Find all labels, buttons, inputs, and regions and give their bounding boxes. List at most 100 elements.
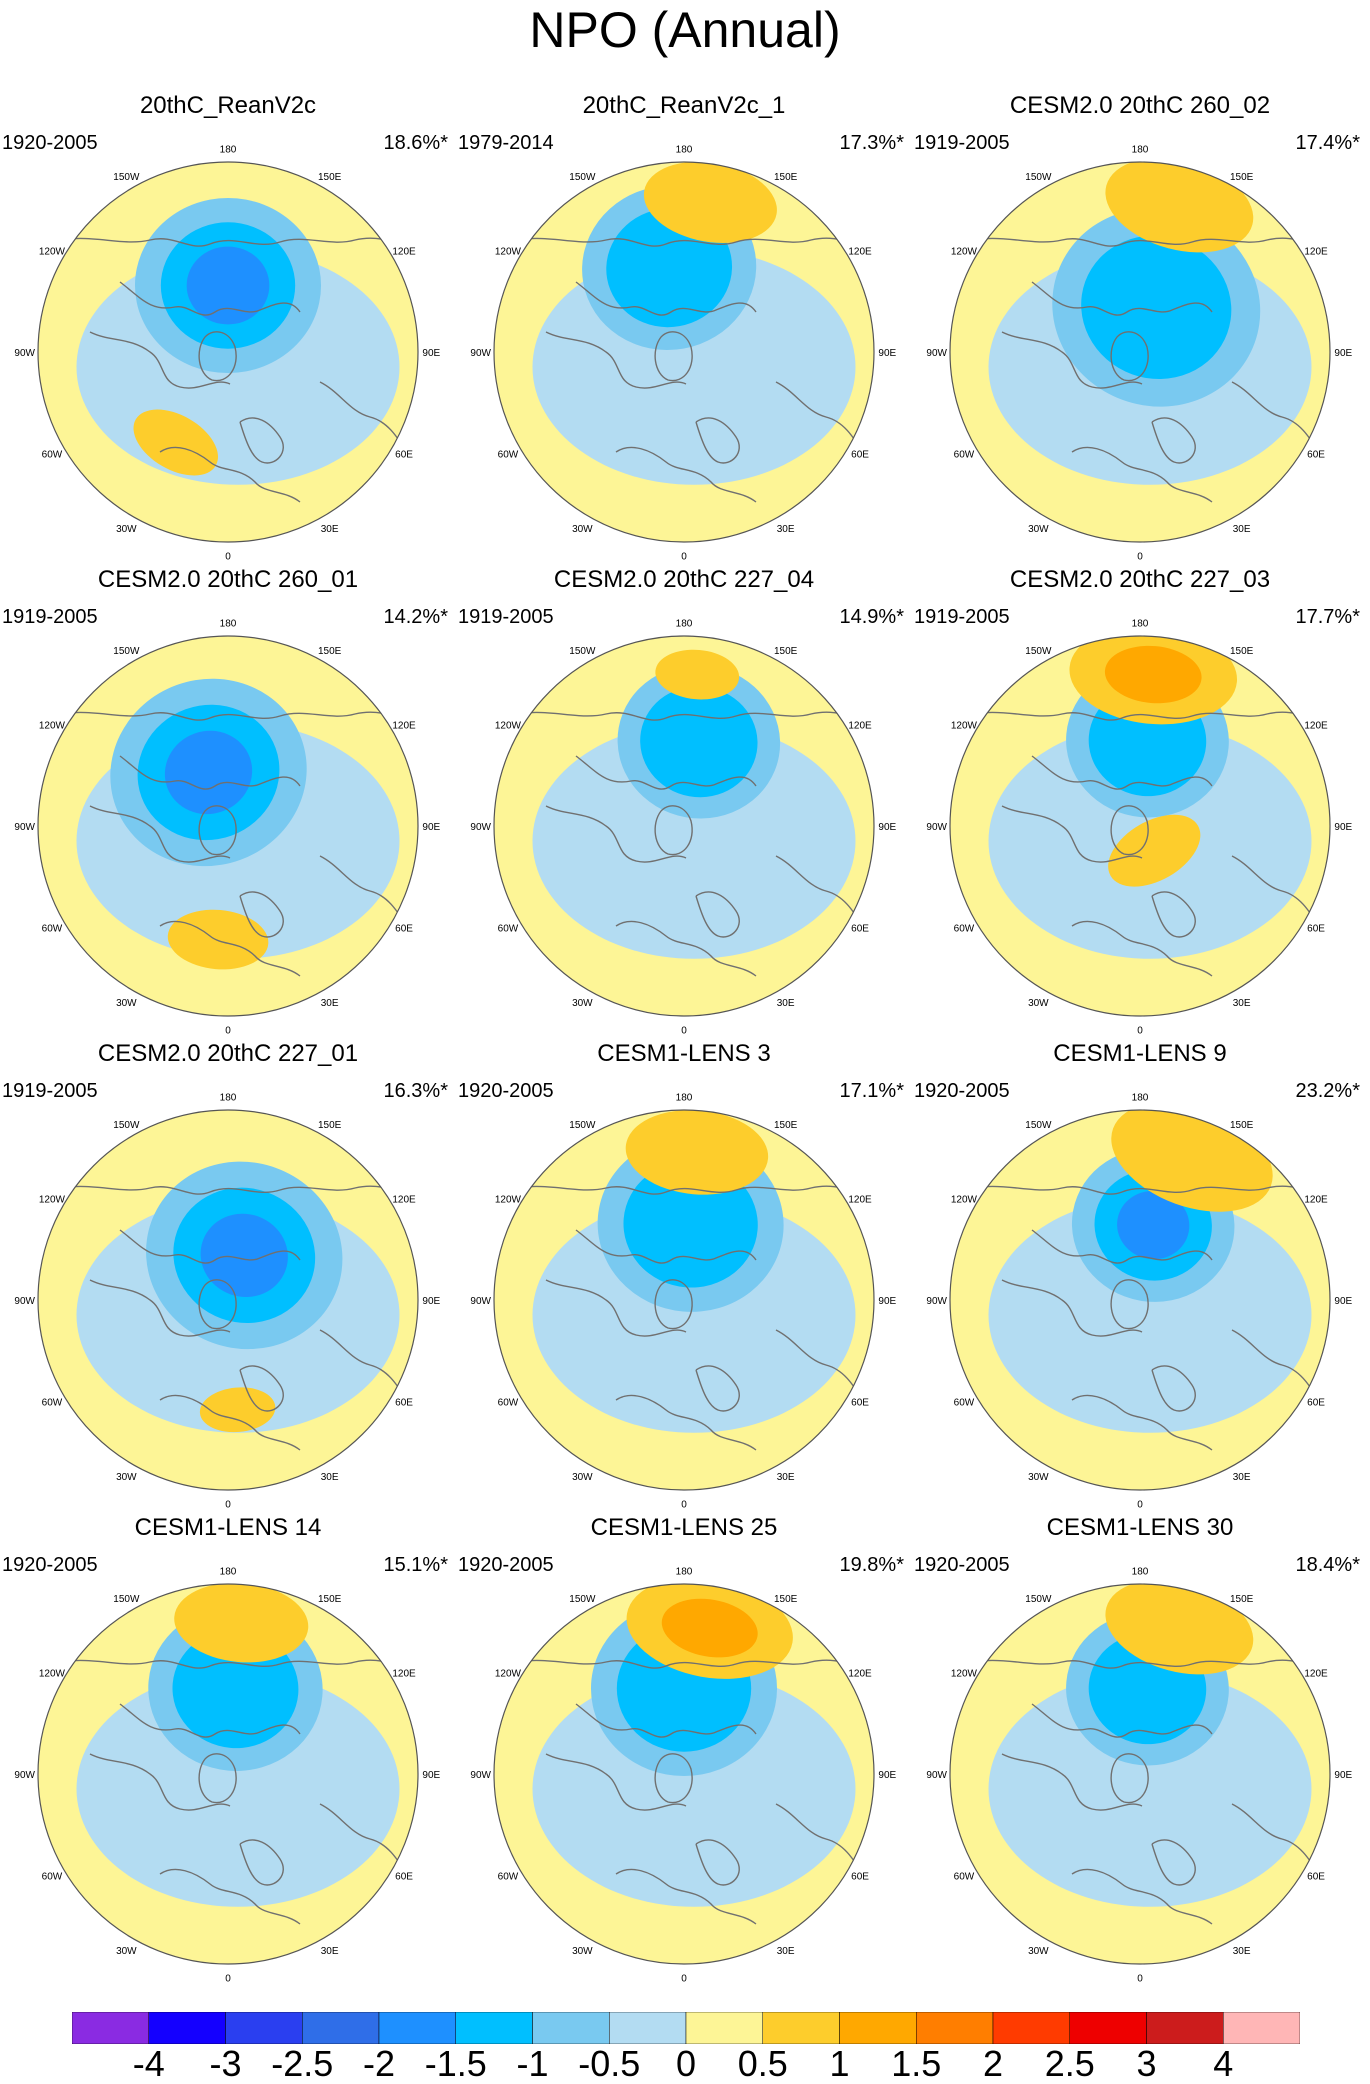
map-frame	[493, 635, 875, 1017]
colorbar-swatch	[1069, 2012, 1147, 2044]
longitude-label: 180	[220, 1567, 237, 1578]
colorbar-swatch	[72, 2012, 149, 2044]
map-panel: CESM2.0 20thC 260_02 1919-2005 17.4%* 180 15…	[912, 92, 1368, 562]
panel-period: 1920-2005	[2, 1554, 98, 1576]
longitude-label: 90E	[422, 1296, 440, 1307]
negative-anomaly-region	[532, 723, 856, 959]
longitude-label: 150E	[318, 1120, 342, 1131]
panel-period: 1979-2014	[458, 132, 554, 154]
coastline	[505, 1185, 874, 1201]
colorbar-tick-label: -3	[209, 2043, 242, 2084]
negative-anomaly-contour	[1117, 1191, 1190, 1260]
positive-anomaly-contour	[1105, 1584, 1254, 1675]
longitude-label: 30W	[1028, 998, 1049, 1009]
positive-anomaly-contour	[643, 162, 777, 243]
colorbar-tick-label: 4	[1213, 2043, 1234, 2084]
longitude-label: 60W	[954, 1398, 975, 1409]
negative-anomaly-contour	[186, 246, 270, 325]
longitude-label: 30E	[1233, 1946, 1251, 1957]
longitude-label: 0	[1137, 1499, 1143, 1510]
colorbar-tick-label: -0.5	[578, 2043, 641, 2084]
longitude-label: 30W	[116, 1472, 137, 1483]
colorbar-swatch	[1223, 2012, 1300, 2044]
longitude-label: 30E	[321, 1472, 339, 1483]
coastline	[505, 711, 874, 727]
longitude-label: 90W	[470, 1296, 491, 1307]
coastline	[654, 1753, 693, 1804]
coastline	[654, 1279, 693, 1330]
longitude-label: 60E	[395, 1872, 413, 1883]
polar-stereographic-map-icon: 180 150E 120E 90E 60E 30E 0 30W 60W 90W 120W 150W	[926, 619, 1352, 1036]
longitude-label: 60W	[42, 1398, 63, 1409]
longitude-label: 150E	[774, 1120, 798, 1131]
longitude-label: 150E	[1230, 1120, 1254, 1131]
longitude-label: 90E	[422, 822, 440, 833]
longitude-label: 180	[676, 1093, 693, 1104]
longitude-label: 120E	[1304, 246, 1328, 257]
longitude-label: 150E	[774, 1594, 798, 1605]
longitude-label: 180	[676, 145, 693, 156]
longitude-label: 90E	[1334, 822, 1352, 833]
colorbar-tick-label: 1	[829, 2043, 850, 2084]
longitude-label: 180	[1132, 619, 1149, 630]
colorbar	[72, 2012, 1300, 2044]
coastline	[159, 446, 301, 503]
longitude-label: 150W	[569, 1120, 596, 1131]
panel-period: 1919-2005	[2, 1080, 98, 1102]
longitude-label: 0	[225, 1973, 231, 1984]
panel-variance-percent: 14.9%*	[839, 606, 905, 628]
longitude-label: 120W	[495, 246, 522, 257]
colorbar-tick-label: -4	[132, 2043, 165, 2084]
longitude-label: 180	[676, 1567, 693, 1578]
coastline	[961, 711, 1330, 727]
colorbar-swatch	[762, 2012, 840, 2044]
colorbar-swatch	[839, 2012, 917, 2044]
polar-stereographic-map-icon: 180 150E 120E 90E 60E 30E 0 30W 60W 90W 120W 150W	[470, 1093, 896, 1510]
longitude-label: 120E	[392, 1194, 416, 1205]
longitude-label: 30W	[116, 524, 137, 535]
negative-anomaly-region	[988, 1671, 1312, 1907]
map-panel: 20thC_ReanV2c_1 1979-2014 17.3%* 180 150E 120…	[456, 92, 912, 562]
longitude-label: 150E	[774, 172, 798, 183]
coastline	[695, 1365, 740, 1412]
longitude-label: 30E	[321, 1946, 339, 1957]
coastline	[1110, 1753, 1149, 1804]
longitude-label: 150W	[569, 646, 596, 657]
panel-period: 1920-2005	[458, 1554, 554, 1576]
coastline	[1001, 331, 1143, 389]
longitude-label: 150W	[1025, 646, 1052, 657]
longitude-label: 60E	[1307, 1872, 1325, 1883]
map-frame	[493, 161, 875, 543]
panel-period: 1919-2005	[458, 606, 554, 628]
longitude-label: 90W	[470, 1770, 491, 1781]
coastline	[159, 1394, 301, 1451]
longitude-label: 0	[1137, 1025, 1143, 1036]
longitude-label: 60E	[851, 1398, 869, 1409]
positive-anomaly-contour	[655, 649, 740, 700]
longitude-label: 120W	[495, 1194, 522, 1205]
map-panel: CESM2.0 20thC 227_01 1919-2005 16.3%* 180 15…	[0, 1040, 456, 1510]
coastline	[1001, 1753, 1143, 1811]
negative-anomaly-contour	[640, 686, 758, 798]
longitude-label: 150W	[113, 1120, 140, 1131]
panel-variance-percent: 15.1%*	[383, 1554, 449, 1576]
longitude-label: 120E	[1304, 720, 1328, 731]
colorbar-tick-label: 2.5	[1044, 2043, 1095, 2084]
colorbar-tick-label: -1.5	[424, 2043, 487, 2084]
panel-title: CESM1-LENS 14	[134, 1514, 322, 1541]
coastline	[159, 920, 301, 977]
longitude-label: 60E	[1307, 924, 1325, 935]
map-panel: CESM2.0 20thC 260_01 1919-2005 14.2%* 180 15…	[0, 566, 456, 1036]
longitude-label: 0	[681, 1025, 687, 1036]
map-panel: 20thC_ReanV2c 1920-2005 18.6%* 180 150E 120E 9…	[0, 92, 456, 562]
polar-stereographic-map-icon: 180 150E 120E 90E 60E 30E 0 30W 60W 90W 120W 150W	[926, 1093, 1352, 1510]
negative-anomaly-region	[988, 1197, 1312, 1433]
longitude-label: 150E	[318, 172, 342, 183]
longitude-label: 90W	[926, 348, 947, 359]
longitude-label: 60E	[1307, 1398, 1325, 1409]
coastline	[545, 1279, 687, 1337]
longitude-label: 150W	[1025, 172, 1052, 183]
colorbar-tick-label: 3	[1136, 2043, 1157, 2084]
longitude-label: 90E	[878, 822, 896, 833]
longitude-label: 120W	[951, 1668, 978, 1679]
